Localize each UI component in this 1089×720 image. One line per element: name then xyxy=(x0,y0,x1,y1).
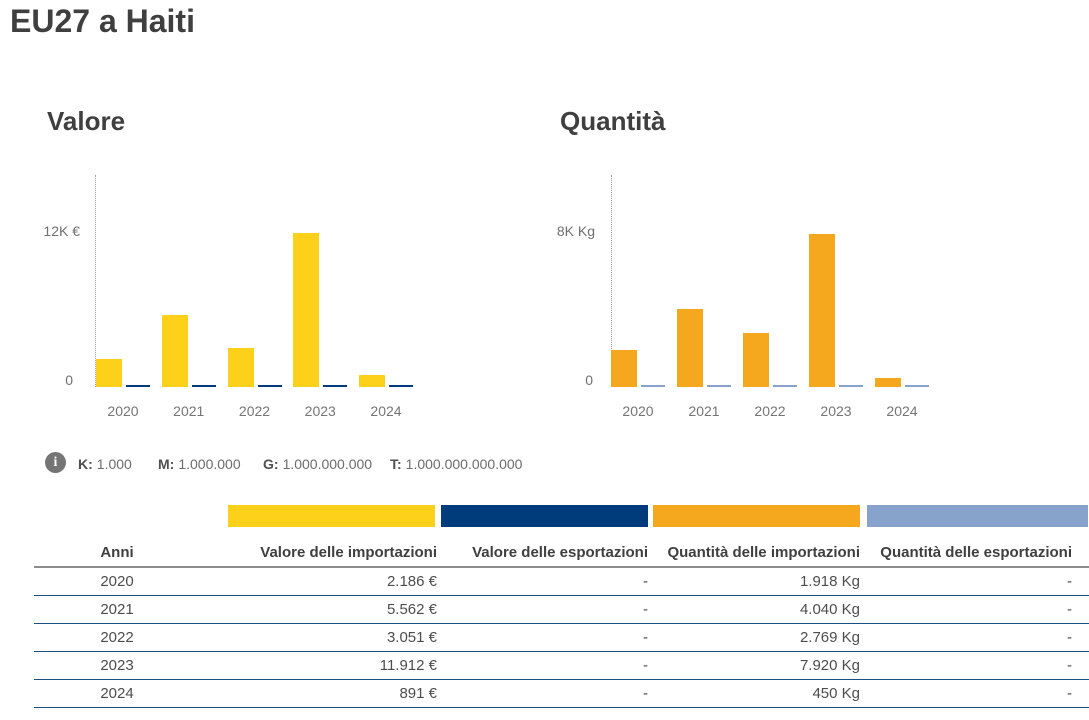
scale-item-value: 1.000.000 xyxy=(178,456,241,472)
scale-item-label: K: xyxy=(78,456,93,472)
export-bar[interactable] xyxy=(707,385,731,387)
x-axis-label: 2024 xyxy=(370,403,402,419)
import-bar[interactable] xyxy=(611,350,637,387)
cell-valore-importazioni: 11.912 € xyxy=(200,652,437,680)
scale-item-value: 1.000.000.000 xyxy=(282,456,373,472)
cell-quantita-esportazioni: - xyxy=(860,568,1089,596)
header-quantita-importazioni: Quantità delle importazioni xyxy=(648,538,860,568)
cell-anno: 2022 xyxy=(34,624,200,652)
cell-valore-importazioni: 2.186 € xyxy=(200,568,437,596)
export-bar[interactable] xyxy=(191,385,216,387)
column-color-quantita-importazioni xyxy=(653,505,860,527)
chart-title-valore: Valore xyxy=(47,106,126,136)
cell-valore-esportazioni: - xyxy=(437,652,648,680)
x-axis-label: 2021 xyxy=(173,403,205,419)
x-axis-label: 2024 xyxy=(886,403,918,419)
cell-quantita-esportazioni: - xyxy=(860,624,1089,652)
table-row: 2021 5.562 € -4.040 Kg - xyxy=(34,596,1089,624)
scale-item-g: G: 1.000.000.000 xyxy=(263,456,372,472)
header-valore-importazioni: Valore delle importazioni xyxy=(200,538,437,568)
x-axis-label: 2023 xyxy=(820,403,852,419)
header-valore-esportazioni: Valore delle esportazioni xyxy=(437,538,648,568)
scale-item-m: M: 1.000.000 xyxy=(158,456,241,472)
export-bar[interactable] xyxy=(126,385,150,387)
export-bar[interactable] xyxy=(323,385,348,387)
cell-valore-importazioni: 5.562 € xyxy=(200,596,437,624)
export-bar[interactable] xyxy=(905,385,929,387)
cell-valore-esportazioni: - xyxy=(437,568,648,596)
table-row: 2022 3.051 € -2.769 Kg - xyxy=(34,624,1089,652)
cell-valore-esportazioni: - xyxy=(437,624,648,652)
cell-quantita-importazioni: 2.769 Kg xyxy=(648,624,860,652)
cell-quantita-esportazioni: - xyxy=(860,652,1089,680)
cell-valore-importazioni: 3.051 € xyxy=(200,624,437,652)
scale-item-value: 1.000.000.000.000 xyxy=(405,456,523,472)
header-quantita-esportazioni: Quantità delle esportazioni xyxy=(860,538,1089,568)
cell-anno: 2024 xyxy=(34,680,200,708)
column-color-quantita-esportazioni xyxy=(867,505,1088,527)
cell-anno: 2023 xyxy=(34,652,200,680)
import-bar[interactable] xyxy=(227,348,254,387)
x-axis-label: 2020 xyxy=(622,403,654,419)
chart-title-quantita: Quantità xyxy=(560,106,666,136)
cell-valore-importazioni: 891 € xyxy=(200,680,437,708)
import-bar[interactable] xyxy=(96,359,122,387)
scale-item-k: K: 1.000 xyxy=(78,456,132,472)
cell-valore-esportazioni: - xyxy=(437,680,648,708)
import-bar[interactable] xyxy=(875,378,901,387)
scale-item-label: G: xyxy=(263,456,279,472)
cell-anno: 2020 xyxy=(34,568,200,596)
cell-quantita-importazioni: 1.918 Kg xyxy=(648,568,860,596)
info-icon[interactable]: i xyxy=(45,452,66,473)
y-axis-line xyxy=(611,175,612,387)
import-bar[interactable] xyxy=(293,233,320,387)
cell-quantita-importazioni: 450 Kg xyxy=(648,680,860,708)
table-row: 2023 11.912 € -7.920 Kg - xyxy=(34,652,1089,680)
scale-item-label: M: xyxy=(158,456,175,472)
import-bar[interactable] xyxy=(677,309,703,387)
export-bar[interactable] xyxy=(773,385,797,387)
import-bar[interactable] xyxy=(809,234,835,387)
cell-quantita-importazioni: 4.040 Kg xyxy=(648,596,860,624)
cell-valore-esportazioni: - xyxy=(437,596,648,624)
y-axis-zero-label: 0 xyxy=(585,372,593,388)
x-axis-label: 2023 xyxy=(304,403,336,419)
cell-quantita-importazioni: 7.920 Kg xyxy=(648,652,860,680)
y-axis-line xyxy=(95,175,96,387)
x-axis-label: 2022 xyxy=(238,403,271,419)
page-title: EU27 a Haiti xyxy=(10,3,195,39)
export-bar[interactable] xyxy=(257,385,282,387)
trade-data-table: Anni Valore delle importazioni Valore de… xyxy=(34,538,1089,708)
y-axis-top-tick-label: 8K Kg xyxy=(556,223,595,239)
y-axis-top-tick-label: 12K € xyxy=(43,223,80,239)
x-axis-label: 2022 xyxy=(754,403,786,419)
import-bar[interactable] xyxy=(743,333,769,387)
x-axis-label: 2020 xyxy=(107,403,139,419)
header-anni: Anni xyxy=(34,538,200,568)
import-bar[interactable] xyxy=(359,375,385,387)
import-bar[interactable] xyxy=(161,315,188,387)
y-axis-zero-label: 0 xyxy=(65,372,73,388)
scale-item-label: T: xyxy=(390,456,402,472)
x-axis-label: 2021 xyxy=(688,403,720,419)
scale-item-value: 1.000 xyxy=(96,456,132,472)
export-bar[interactable] xyxy=(389,385,413,387)
cell-anno: 2021 xyxy=(34,596,200,624)
table-row: 2024 891 € -450 Kg - xyxy=(34,680,1089,708)
export-bar[interactable] xyxy=(839,385,863,387)
table-row: 2020 2.186 € -1.918 Kg - xyxy=(34,568,1089,596)
table-header-row: Anni Valore delle importazioni Valore de… xyxy=(34,538,1089,568)
scale-item-t: T: 1.000.000.000.000 xyxy=(390,456,522,472)
cell-quantita-esportazioni: - xyxy=(860,680,1089,708)
export-bar[interactable] xyxy=(641,385,665,387)
column-color-valore-esportazioni xyxy=(441,505,648,527)
column-color-valore-importazioni xyxy=(228,505,435,527)
cell-quantita-esportazioni: - xyxy=(860,596,1089,624)
